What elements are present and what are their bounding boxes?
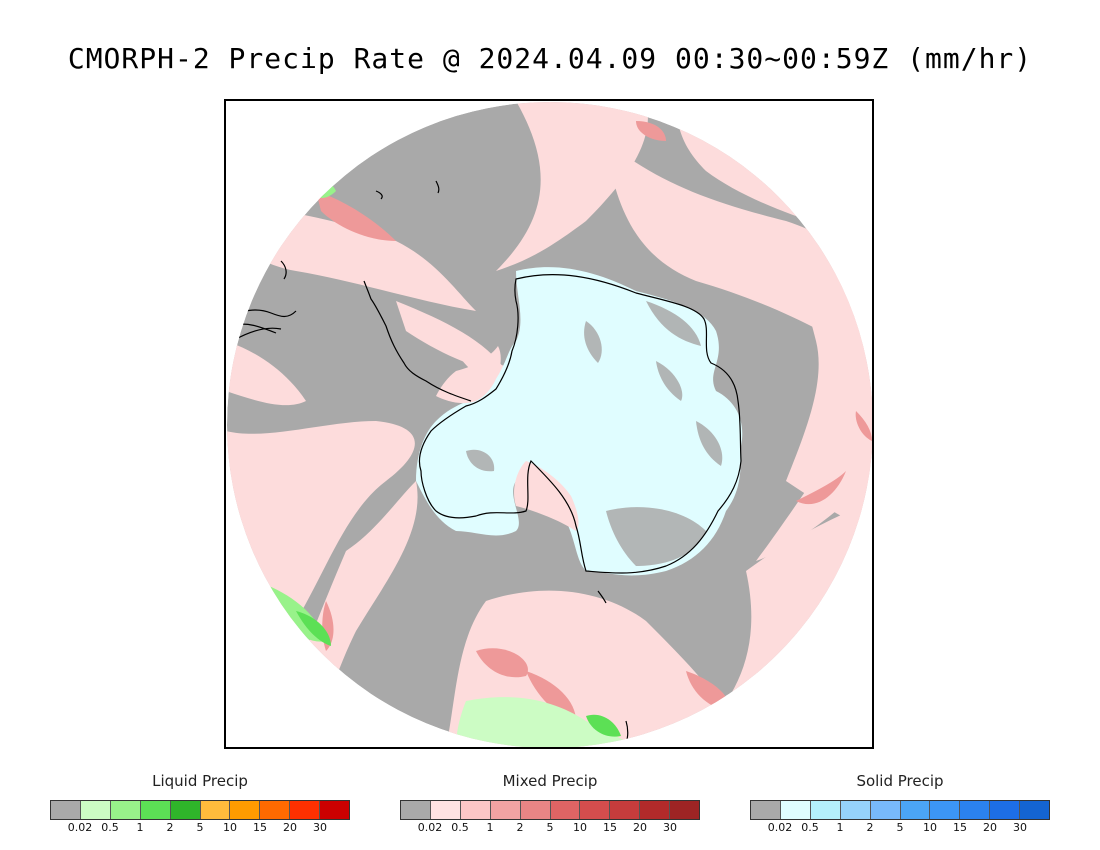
legend-swatch-mixed-0 bbox=[401, 801, 431, 819]
legend-tick-mixed: 2 bbox=[516, 821, 524, 834]
antarctica-coastline bbox=[418, 274, 742, 574]
legend-tick-liquid: 15 bbox=[253, 821, 267, 834]
legend-mixed: Mixed Precip 0.02 0.5 1 2 5 10 15 20 30 bbox=[390, 772, 710, 834]
legend-swatch-solid-3 bbox=[840, 801, 871, 819]
legend-swatch-mixed-2 bbox=[460, 801, 491, 819]
legend-tick-liquid: 5 bbox=[196, 821, 204, 834]
legend-swatch-mixed-8 bbox=[640, 801, 671, 819]
legend-swatch-solid-8 bbox=[990, 801, 1021, 819]
antarctica-ice bbox=[416, 267, 743, 576]
legend-swatch-liquid-3 bbox=[140, 801, 171, 819]
legend-swatch-mixed-7 bbox=[610, 801, 641, 819]
legend-tick-liquid: 0.02 bbox=[67, 821, 93, 834]
legend-title-solid: Solid Precip bbox=[856, 772, 944, 790]
legend-swatch-liquid-6 bbox=[230, 801, 261, 819]
legend-tick-solid: 0.02 bbox=[767, 821, 793, 834]
legend-tick-solid: 10 bbox=[923, 821, 937, 834]
antarctic-peninsula-coastline bbox=[363, 280, 472, 402]
legend-swatch-solid-9 bbox=[1020, 801, 1050, 819]
legend-tick-solid: 2 bbox=[866, 821, 874, 834]
legend-swatch-liquid-9 bbox=[320, 801, 350, 819]
legend-swatch-mixed-1 bbox=[430, 801, 461, 819]
legend-swatch-solid-7 bbox=[960, 801, 991, 819]
legend-solid: Solid Precip 0.02 0.5 1 2 5 10 15 20 30 bbox=[740, 772, 1060, 834]
legend-swatch-solid-5 bbox=[900, 801, 931, 819]
ice-gray-patches bbox=[466, 301, 723, 566]
legend-tick-solid: 30 bbox=[1013, 821, 1027, 834]
legend-colorbar-solid bbox=[750, 800, 1050, 820]
map-title: CMORPH-2 Precip Rate @ 2024.04.09 00:30~… bbox=[67, 42, 1033, 75]
legend-swatch-liquid-5 bbox=[200, 801, 231, 819]
legend-tick-liquid: 30 bbox=[313, 821, 327, 834]
legend-swatch-mixed-5 bbox=[550, 801, 581, 819]
legend-swatch-mixed-6 bbox=[580, 801, 611, 819]
legend-liquid: Liquid Precip 0.02 0.5 1 2 5 10 15 20 30 bbox=[40, 772, 360, 834]
legend-colorbar-mixed bbox=[400, 800, 700, 820]
legend-tick-liquid: 20 bbox=[283, 821, 297, 834]
map-frame bbox=[224, 99, 874, 749]
legend-tick-mixed: 10 bbox=[573, 821, 587, 834]
legend-swatch-mixed-3 bbox=[490, 801, 521, 819]
legend-tick-mixed: 0.02 bbox=[417, 821, 443, 834]
legend-tick-solid: 5 bbox=[896, 821, 904, 834]
legend-tick-mixed: 1 bbox=[486, 821, 494, 834]
legend-swatch-liquid-2 bbox=[110, 801, 141, 819]
legend-swatch-liquid-0 bbox=[51, 801, 81, 819]
legend-title-liquid: Liquid Precip bbox=[152, 772, 248, 790]
legend-swatch-liquid-7 bbox=[260, 801, 291, 819]
legend-swatch-liquid-4 bbox=[170, 801, 201, 819]
legend-tick-mixed: 20 bbox=[633, 821, 647, 834]
legend-swatch-solid-6 bbox=[930, 801, 961, 819]
legend-tick-mixed: 0.5 bbox=[451, 821, 469, 834]
legend-swatch-mixed-9 bbox=[670, 801, 700, 819]
legend-tick-solid: 15 bbox=[953, 821, 967, 834]
legend-tick-liquid: 2 bbox=[166, 821, 174, 834]
legend-tick-solid: 20 bbox=[983, 821, 997, 834]
legend-swatch-solid-4 bbox=[870, 801, 901, 819]
legend-ticks-mixed: 0.02 0.5 1 2 5 10 15 20 30 bbox=[400, 820, 700, 834]
weddell-sea-shelf bbox=[436, 346, 501, 404]
legend-tick-mixed: 15 bbox=[603, 821, 617, 834]
legend-colorbar-liquid bbox=[50, 800, 350, 820]
ross-sea-shelf bbox=[514, 461, 579, 531]
legend-swatch-liquid-1 bbox=[80, 801, 111, 819]
legend-swatch-mixed-4 bbox=[520, 801, 551, 819]
legend-tick-mixed: 30 bbox=[663, 821, 677, 834]
legend-tick-liquid: 10 bbox=[223, 821, 237, 834]
legend-tick-solid: 1 bbox=[836, 821, 844, 834]
legend-tick-liquid: 0.5 bbox=[101, 821, 119, 834]
legend-tick-mixed: 5 bbox=[546, 821, 554, 834]
south-africa-islands bbox=[280, 180, 440, 280]
precip-map bbox=[227, 102, 872, 747]
legend-title-mixed: Mixed Precip bbox=[502, 772, 598, 790]
legend-swatch-solid-2 bbox=[810, 801, 841, 819]
legend-tick-liquid: 1 bbox=[136, 821, 144, 834]
legend-ticks-liquid: 0.02 0.5 1 2 5 10 15 20 30 bbox=[50, 820, 350, 834]
legend-tick-solid: 0.5 bbox=[801, 821, 819, 834]
legend-swatch-solid-1 bbox=[780, 801, 811, 819]
legend-ticks-solid: 0.02 0.5 1 2 5 10 15 20 30 bbox=[750, 820, 1050, 834]
legend-swatch-solid-0 bbox=[751, 801, 781, 819]
legend-swatch-liquid-8 bbox=[290, 801, 321, 819]
